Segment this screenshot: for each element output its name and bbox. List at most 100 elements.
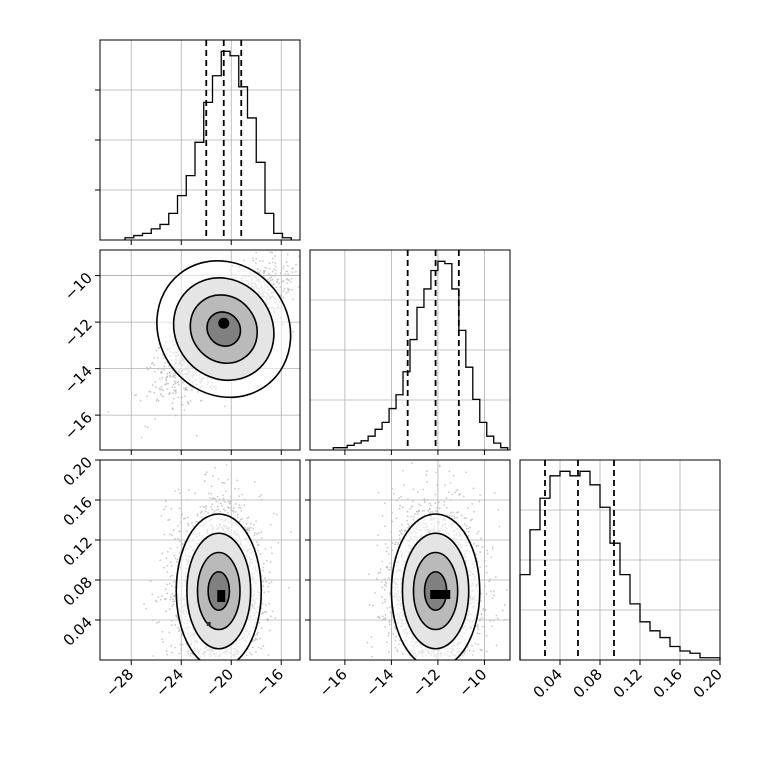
sample-point: [149, 391, 152, 393]
sample-point: [260, 647, 262, 650]
sample-point: [285, 261, 288, 263]
sample-point: [222, 508, 225, 511]
sample-point: [302, 238, 304, 240]
sample-point: [246, 527, 249, 530]
sample-point: [179, 492, 181, 495]
sample-point: [287, 288, 290, 291]
sample-point: [180, 649, 183, 652]
y-tick-label: −16: [61, 408, 96, 443]
sample-point: [225, 490, 227, 493]
sample-point: [257, 646, 260, 649]
sample-point: [269, 523, 272, 526]
sample-point: [204, 473, 207, 476]
sample-point: [316, 209, 318, 211]
sample-point: [174, 381, 177, 383]
sample-point: [270, 276, 273, 279]
sample-point: [176, 524, 179, 527]
sample-point: [262, 585, 265, 588]
sample-point: [257, 544, 259, 547]
sample-point: [153, 370, 156, 373]
sample-point: [234, 510, 237, 513]
sample-point: [151, 593, 154, 596]
sample-point: [299, 244, 301, 246]
sample-point: [266, 617, 269, 620]
sample-point: [145, 366, 148, 369]
sample-point: [187, 524, 190, 527]
sample-point: [196, 390, 199, 393]
density-contour: [206, 311, 242, 347]
sample-point: [171, 375, 174, 378]
sample-point: [178, 652, 181, 655]
sample-point: [196, 513, 199, 515]
sample-point: [173, 554, 176, 557]
sample-point: [166, 564, 169, 567]
sample-point: [149, 580, 152, 583]
sample-point: [184, 395, 186, 398]
sample-point: [264, 548, 267, 550]
sample-point: [258, 495, 261, 498]
sample-point: [156, 398, 159, 400]
sample-point: [224, 509, 227, 512]
sample-point: [147, 368, 150, 371]
sample-point: [247, 516, 250, 519]
sample-point: [222, 482, 225, 484]
sample-point: [174, 537, 176, 540]
sample-point: [186, 522, 189, 525]
sample-point: [223, 405, 226, 408]
sample-point: [177, 396, 180, 399]
sample-point: [172, 397, 175, 400]
sample-point: [140, 436, 143, 439]
sample-point: [308, 263, 310, 265]
sample-point: [254, 262, 257, 265]
sample-point: [276, 246, 278, 248]
sample-point: [288, 288, 291, 291]
sample-point: [183, 409, 186, 411]
sample-point: [243, 504, 246, 506]
sample-point: [165, 650, 168, 653]
scatter-panel-0-1: −16−14−12−10: [61, 209, 318, 455]
sample-point: [274, 617, 277, 619]
sample-point: [143, 602, 145, 605]
sample-point: [151, 384, 154, 386]
sample-point: [157, 367, 160, 370]
sample-point: [208, 497, 211, 499]
sample-point: [196, 514, 199, 517]
sample-point: [208, 492, 210, 495]
sample-point: [271, 257, 274, 260]
sample-point: [297, 286, 300, 288]
panel-frame: [309, 249, 511, 451]
sample-point: [160, 394, 163, 397]
sample-point: [171, 408, 174, 410]
sample-point: [181, 634, 183, 636]
sample-point: [171, 651, 173, 654]
sample-point: [265, 559, 268, 562]
sample-point: [174, 623, 177, 626]
sample-point: [272, 283, 275, 285]
sample-point: [241, 493, 243, 496]
sample-point: [277, 541, 280, 544]
sample-point: [263, 563, 265, 565]
histogram-panel-2: 0.04 0.08 0.12 0.16 0.20: [519, 459, 726, 702]
sample-point: [170, 507, 173, 510]
sample-point: [262, 272, 265, 274]
histogram-panel-0: [95, 39, 301, 245]
sample-point: [222, 497, 225, 500]
sample-point: [210, 492, 213, 495]
sample-point: [146, 395, 149, 398]
sample-point: [230, 495, 232, 498]
sample-point: [173, 386, 176, 389]
sample-point: [173, 374, 175, 377]
sample-point: [181, 396, 183, 399]
sample-point: [255, 520, 258, 523]
sample-point: [174, 376, 177, 379]
sample-point: [304, 278, 306, 280]
sample-point: [214, 497, 216, 500]
sample-point: [186, 401, 189, 404]
sample-point: [179, 521, 182, 524]
sample-point: [245, 654, 248, 657]
sample-point: [285, 292, 288, 294]
sample-point: [171, 624, 173, 627]
sample-point: [161, 552, 164, 555]
sample-point: [181, 513, 184, 516]
